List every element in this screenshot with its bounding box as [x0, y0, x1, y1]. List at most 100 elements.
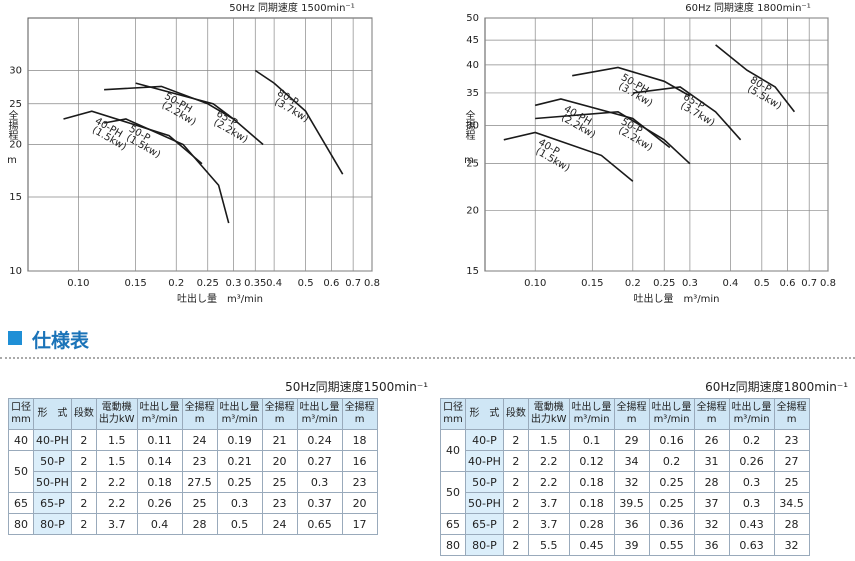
cell: 25: [261, 471, 298, 493]
cell: 1.5: [95, 450, 138, 472]
cell: 31: [693, 450, 730, 472]
header-text: 吐出し量: [299, 402, 340, 413]
header-cell: 段数: [70, 398, 97, 430]
x-axis-title: 吐出し量 m³/min: [177, 292, 263, 305]
cell: 36: [693, 534, 730, 556]
x-tick-label: 0.15: [124, 278, 146, 289]
header-cell: 全揚程 m: [693, 398, 730, 430]
cell: 2: [502, 534, 529, 556]
data-row: 80 80-P 2 3.7 0.4 28 0.5 24 0.65 17: [8, 513, 378, 535]
curve: [254, 69, 344, 175]
x-tick-label: 0.10: [524, 278, 546, 289]
header-text: 吐出し量: [571, 402, 612, 413]
y-tick-label: 20: [9, 140, 22, 151]
x-tick-label: 0.7: [345, 278, 361, 289]
curve: [103, 118, 230, 224]
cell: 23: [773, 429, 810, 451]
data-row: 40 40-PH 2 1.5 0.11 24 0.19 21 0.24 18: [8, 429, 378, 451]
header-text: 吐出し量: [731, 402, 772, 413]
cell: 5.5: [527, 534, 570, 556]
cell: 17: [341, 513, 378, 535]
data-row: 50-PH 2 3.7 0.18 39.5 0.25 37 0.3 34.5: [441, 492, 810, 514]
x-tick-label: 0.10: [67, 278, 89, 289]
x-tick-label: 0.35: [244, 278, 266, 289]
header-text: 出力kW: [98, 414, 135, 425]
header-text: 段数: [505, 408, 526, 419]
cell: 0.2: [728, 429, 775, 451]
cell: 25: [773, 471, 810, 493]
cell: 0.18: [136, 471, 183, 493]
divider: [0, 357, 855, 359]
curve: [535, 110, 691, 165]
cell: 1.5: [95, 429, 138, 451]
header-cell: 吐出し量 m³/min: [648, 398, 695, 430]
header-text: m: [194, 414, 205, 425]
y-tick-label: 25: [466, 159, 479, 170]
cell: 0.26: [136, 492, 183, 514]
cell: 3.7: [527, 492, 570, 514]
cell: 0.37: [296, 492, 343, 514]
bore-cell: 50: [440, 471, 466, 514]
cell: 0.45: [568, 534, 615, 556]
header-text: m: [786, 414, 797, 425]
cell: 39: [613, 534, 650, 556]
bore-cell: 65: [440, 513, 466, 535]
header-text: m: [354, 414, 365, 425]
curve: [135, 82, 264, 146]
cell: 28: [693, 471, 730, 493]
x-tick-label: 0.8: [820, 278, 836, 289]
cell: 2: [502, 429, 529, 451]
y-tick-label: 45: [466, 35, 479, 46]
header-text: 吐出し量: [139, 402, 180, 413]
curve: [104, 85, 234, 120]
header-text: mm: [443, 414, 463, 425]
header-cell: 全揚程 m: [341, 398, 378, 430]
y-axis-title: 全揚程: [6, 109, 18, 140]
cell: 23: [341, 471, 378, 493]
bore-cell: 40: [440, 429, 466, 472]
header-cell: 全揚程 m: [261, 398, 298, 430]
header-text: 全揚程: [696, 402, 727, 413]
data-row: 50 50-P 2 2.2 0.18 32 0.25 28 0.3 25: [440, 471, 810, 514]
header-cell: 口径 mm: [8, 398, 34, 430]
header-cell: 吐出し量 m³/min: [568, 398, 615, 430]
data-row: 40-PH 2 2.2 0.12 34 0.2 31 0.26 27: [441, 450, 810, 472]
curve: [535, 98, 671, 149]
cell: 0.28: [568, 513, 615, 535]
y-tick-label: 30: [9, 66, 22, 77]
y-tick-label: 30: [466, 120, 479, 131]
bore-cell: 65: [8, 492, 34, 514]
x-tick-label: 0.3: [226, 278, 242, 289]
header-cell: 全揚程 m: [613, 398, 650, 430]
cell: 2: [502, 450, 529, 472]
section-title: 仕様表: [32, 330, 90, 352]
cell: 0.19: [216, 429, 263, 451]
cell: 32: [693, 513, 730, 535]
header-cell: 電動機 出力kW: [95, 398, 138, 430]
plot-area: [484, 17, 829, 272]
cell: 32: [773, 534, 810, 556]
x-tick-label: 0.7: [801, 278, 817, 289]
cell: 0.5: [216, 513, 263, 535]
cell: 2: [70, 492, 97, 514]
header-cell: 吐出し量 m³/min: [136, 398, 183, 430]
cell: 0.63: [728, 534, 775, 556]
cell: 3.7: [527, 513, 570, 535]
x-tick-label: 0.2: [168, 278, 184, 289]
table-caption: 60Hz同期速度1800min⁻¹: [705, 380, 848, 394]
cell: 18: [341, 429, 378, 451]
x-tick-label: 0.25: [653, 278, 675, 289]
cell: 34.5: [773, 492, 810, 514]
model-cell: 80-P: [465, 534, 504, 556]
header-text: 吐出し量: [651, 402, 692, 413]
x-tick-label: 0.2: [625, 278, 641, 289]
header-text: m³/min: [301, 414, 338, 425]
cell: 0.11: [136, 429, 183, 451]
cell: 2.2: [95, 471, 138, 493]
cell: 0.18: [568, 492, 615, 514]
header-text: m³/min: [573, 414, 610, 425]
model-cell: 40-P: [465, 429, 504, 451]
header-cell: 段数: [502, 398, 529, 430]
header-cell: 形 式: [33, 398, 72, 430]
